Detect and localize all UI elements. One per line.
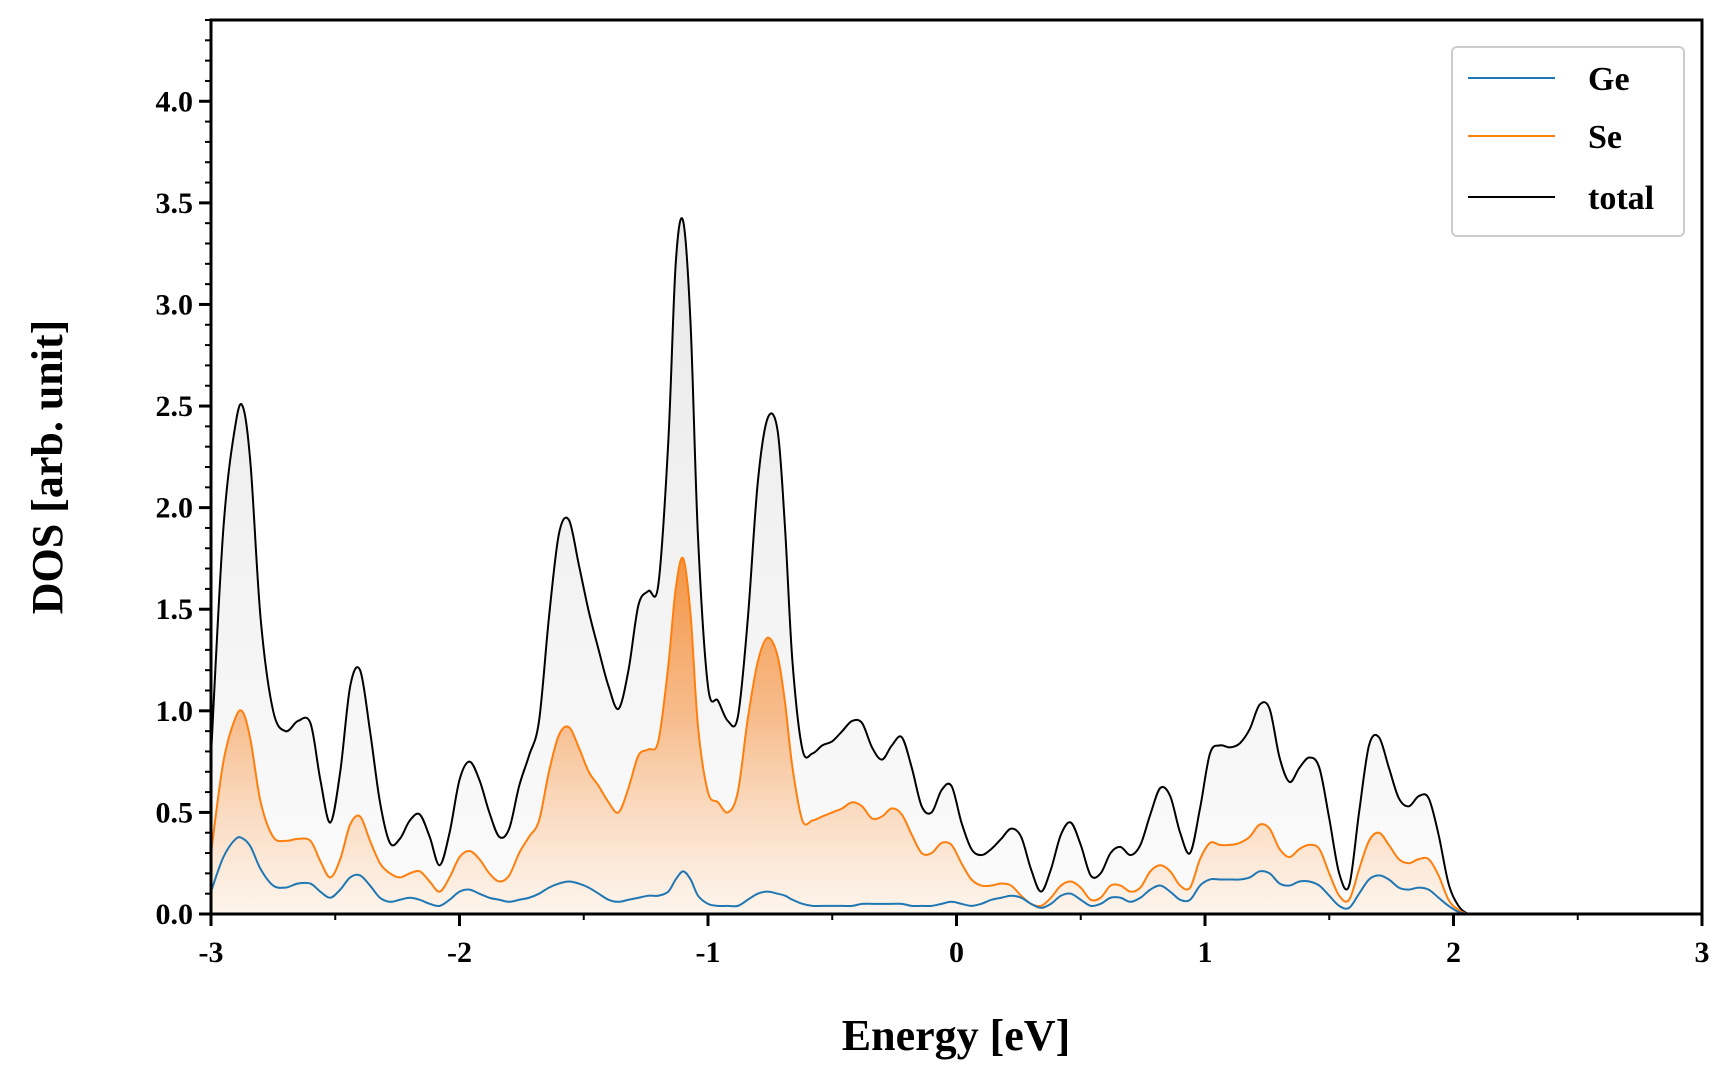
x-tick-label: 2 — [1446, 936, 1461, 969]
total-area-fill — [211, 218, 1702, 914]
y-tick-label: 0.0 — [156, 898, 194, 931]
legend-label-ge: Ge — [1588, 61, 1630, 98]
y-tick-label: 2.5 — [156, 390, 194, 423]
x-tick-label: 3 — [1695, 936, 1710, 969]
legend-label-total: total — [1588, 180, 1654, 217]
legend: Ge Se total — [1451, 46, 1685, 237]
y-tick-label: 0.5 — [156, 796, 194, 829]
legend-label-se: Se — [1588, 119, 1622, 156]
y-tick-label: 1.5 — [156, 593, 194, 626]
x-tick-label: 0 — [949, 936, 964, 969]
legend-box — [1451, 46, 1685, 237]
x-tick-label: 1 — [1198, 936, 1213, 969]
y-tick-label: 2.0 — [156, 492, 194, 525]
x-axis-label: Energy [eV] — [842, 1011, 1071, 1060]
x-tick-label: -1 — [696, 936, 721, 969]
y-axis-label: DOS [arb. unit] — [23, 320, 72, 615]
y-tick-label: 4.0 — [156, 85, 194, 118]
y-tick-label: 1.0 — [156, 695, 194, 728]
series-line-total — [211, 217, 1702, 914]
series-line-ge — [211, 836, 1702, 914]
se-area-fill — [211, 557, 1702, 914]
x-tick-label: -3 — [199, 936, 224, 969]
x-tick-label: -2 — [447, 936, 472, 969]
y-tick-label: 3.0 — [156, 288, 194, 321]
y-tick-label: 3.5 — [156, 187, 194, 220]
series-line-se — [211, 556, 1702, 914]
